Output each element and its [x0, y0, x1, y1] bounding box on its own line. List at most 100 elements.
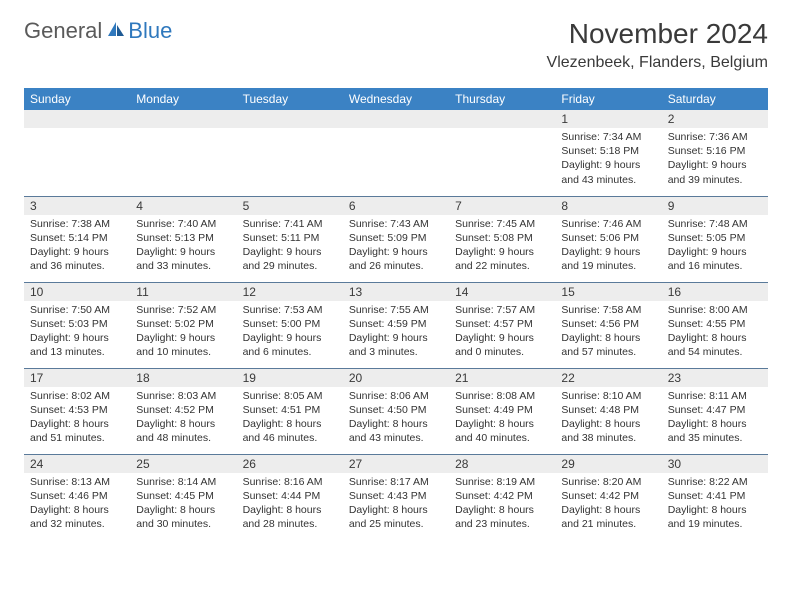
- sunrise-text: Sunrise: 7:52 AM: [136, 303, 230, 317]
- sunset-text: Sunset: 5:03 PM: [30, 317, 124, 331]
- calendar-cell: 8Sunrise: 7:46 AMSunset: 5:06 PMDaylight…: [555, 196, 661, 282]
- day-number: [130, 110, 236, 128]
- sunset-text: Sunset: 4:41 PM: [668, 489, 762, 503]
- month-title: November 2024: [547, 18, 768, 50]
- sunset-text: Sunset: 5:05 PM: [668, 231, 762, 245]
- logo-text-general: General: [24, 18, 102, 44]
- daylight-text: Daylight: 8 hours and 46 minutes.: [243, 417, 337, 445]
- day-body: Sunrise: 8:19 AMSunset: 4:42 PMDaylight:…: [449, 473, 555, 536]
- sunset-text: Sunset: 5:06 PM: [561, 231, 655, 245]
- calendar-cell: [237, 110, 343, 196]
- sunrise-text: Sunrise: 7:48 AM: [668, 217, 762, 231]
- day-header: Sunday: [24, 88, 130, 110]
- sunrise-text: Sunrise: 8:22 AM: [668, 475, 762, 489]
- day-number: 17: [24, 369, 130, 387]
- sunset-text: Sunset: 5:18 PM: [561, 144, 655, 158]
- sunset-text: Sunset: 4:44 PM: [243, 489, 337, 503]
- daylight-text: Daylight: 8 hours and 43 minutes.: [349, 417, 443, 445]
- calendar-cell: 29Sunrise: 8:20 AMSunset: 4:42 PMDayligh…: [555, 454, 661, 540]
- sunset-text: Sunset: 4:52 PM: [136, 403, 230, 417]
- day-number: 26: [237, 455, 343, 473]
- calendar-cell: 22Sunrise: 8:10 AMSunset: 4:48 PMDayligh…: [555, 368, 661, 454]
- sunrise-text: Sunrise: 8:20 AM: [561, 475, 655, 489]
- day-body: Sunrise: 8:02 AMSunset: 4:53 PMDaylight:…: [24, 387, 130, 450]
- sunrise-text: Sunrise: 7:50 AM: [30, 303, 124, 317]
- calendar-cell: 19Sunrise: 8:05 AMSunset: 4:51 PMDayligh…: [237, 368, 343, 454]
- day-body: Sunrise: 8:00 AMSunset: 4:55 PMDaylight:…: [662, 301, 768, 364]
- calendar-cell: 13Sunrise: 7:55 AMSunset: 4:59 PMDayligh…: [343, 282, 449, 368]
- calendar-cell: [24, 110, 130, 196]
- sunset-text: Sunset: 4:59 PM: [349, 317, 443, 331]
- sunrise-text: Sunrise: 8:00 AM: [668, 303, 762, 317]
- sunset-text: Sunset: 5:13 PM: [136, 231, 230, 245]
- day-body: Sunrise: 8:14 AMSunset: 4:45 PMDaylight:…: [130, 473, 236, 536]
- day-number: 21: [449, 369, 555, 387]
- day-body: Sunrise: 8:10 AMSunset: 4:48 PMDaylight:…: [555, 387, 661, 450]
- day-number: 28: [449, 455, 555, 473]
- calendar-cell: 14Sunrise: 7:57 AMSunset: 4:57 PMDayligh…: [449, 282, 555, 368]
- daylight-text: Daylight: 9 hours and 0 minutes.: [455, 331, 549, 359]
- day-body: Sunrise: 7:48 AMSunset: 5:05 PMDaylight:…: [662, 215, 768, 278]
- sunrise-text: Sunrise: 7:36 AM: [668, 130, 762, 144]
- day-number: [343, 110, 449, 128]
- calendar-cell: 15Sunrise: 7:58 AMSunset: 4:56 PMDayligh…: [555, 282, 661, 368]
- calendar-cell: 17Sunrise: 8:02 AMSunset: 4:53 PMDayligh…: [24, 368, 130, 454]
- sunset-text: Sunset: 4:56 PM: [561, 317, 655, 331]
- day-body: Sunrise: 8:03 AMSunset: 4:52 PMDaylight:…: [130, 387, 236, 450]
- daylight-text: Daylight: 8 hours and 32 minutes.: [30, 503, 124, 531]
- sunset-text: Sunset: 5:08 PM: [455, 231, 549, 245]
- day-body: Sunrise: 7:38 AMSunset: 5:14 PMDaylight:…: [24, 215, 130, 278]
- sunset-text: Sunset: 4:42 PM: [561, 489, 655, 503]
- sunset-text: Sunset: 5:00 PM: [243, 317, 337, 331]
- day-body: Sunrise: 7:36 AMSunset: 5:16 PMDaylight:…: [662, 128, 768, 191]
- sunrise-text: Sunrise: 8:13 AM: [30, 475, 124, 489]
- sunrise-text: Sunrise: 7:53 AM: [243, 303, 337, 317]
- sunset-text: Sunset: 4:53 PM: [30, 403, 124, 417]
- day-number: 6: [343, 197, 449, 215]
- calendar-row: 1Sunrise: 7:34 AMSunset: 5:18 PMDaylight…: [24, 110, 768, 196]
- day-number: [449, 110, 555, 128]
- day-body: Sunrise: 7:53 AMSunset: 5:00 PMDaylight:…: [237, 301, 343, 364]
- day-number: 9: [662, 197, 768, 215]
- sunrise-text: Sunrise: 8:03 AM: [136, 389, 230, 403]
- sunrise-text: Sunrise: 8:16 AM: [243, 475, 337, 489]
- calendar-cell: 28Sunrise: 8:19 AMSunset: 4:42 PMDayligh…: [449, 454, 555, 540]
- daylight-text: Daylight: 8 hours and 23 minutes.: [455, 503, 549, 531]
- sunset-text: Sunset: 5:11 PM: [243, 231, 337, 245]
- day-body: Sunrise: 8:06 AMSunset: 4:50 PMDaylight:…: [343, 387, 449, 450]
- sunset-text: Sunset: 5:14 PM: [30, 231, 124, 245]
- sunrise-text: Sunrise: 8:11 AM: [668, 389, 762, 403]
- day-number: 10: [24, 283, 130, 301]
- day-header: Friday: [555, 88, 661, 110]
- calendar-cell: 27Sunrise: 8:17 AMSunset: 4:43 PMDayligh…: [343, 454, 449, 540]
- day-number: 24: [24, 455, 130, 473]
- sunrise-text: Sunrise: 7:43 AM: [349, 217, 443, 231]
- calendar-row: 3Sunrise: 7:38 AMSunset: 5:14 PMDaylight…: [24, 196, 768, 282]
- sunset-text: Sunset: 5:16 PM: [668, 144, 762, 158]
- sunset-text: Sunset: 4:50 PM: [349, 403, 443, 417]
- day-number: 30: [662, 455, 768, 473]
- calendar-cell: 9Sunrise: 7:48 AMSunset: 5:05 PMDaylight…: [662, 196, 768, 282]
- sunrise-text: Sunrise: 8:05 AM: [243, 389, 337, 403]
- day-number: 18: [130, 369, 236, 387]
- day-number: 27: [343, 455, 449, 473]
- sunrise-text: Sunrise: 8:06 AM: [349, 389, 443, 403]
- day-number: 5: [237, 197, 343, 215]
- calendar-row: 17Sunrise: 8:02 AMSunset: 4:53 PMDayligh…: [24, 368, 768, 454]
- logo-sail-icon: [106, 20, 126, 43]
- daylight-text: Daylight: 9 hours and 10 minutes.: [136, 331, 230, 359]
- daylight-text: Daylight: 8 hours and 30 minutes.: [136, 503, 230, 531]
- day-number: 11: [130, 283, 236, 301]
- sunrise-text: Sunrise: 8:10 AM: [561, 389, 655, 403]
- sunrise-text: Sunrise: 7:58 AM: [561, 303, 655, 317]
- sunset-text: Sunset: 5:02 PM: [136, 317, 230, 331]
- sunset-text: Sunset: 4:49 PM: [455, 403, 549, 417]
- calendar-cell: 23Sunrise: 8:11 AMSunset: 4:47 PMDayligh…: [662, 368, 768, 454]
- sunrise-text: Sunrise: 8:17 AM: [349, 475, 443, 489]
- sunset-text: Sunset: 4:55 PM: [668, 317, 762, 331]
- calendar-cell: [130, 110, 236, 196]
- sunset-text: Sunset: 4:43 PM: [349, 489, 443, 503]
- sunset-text: Sunset: 4:46 PM: [30, 489, 124, 503]
- day-body: Sunrise: 8:05 AMSunset: 4:51 PMDaylight:…: [237, 387, 343, 450]
- sunset-text: Sunset: 4:51 PM: [243, 403, 337, 417]
